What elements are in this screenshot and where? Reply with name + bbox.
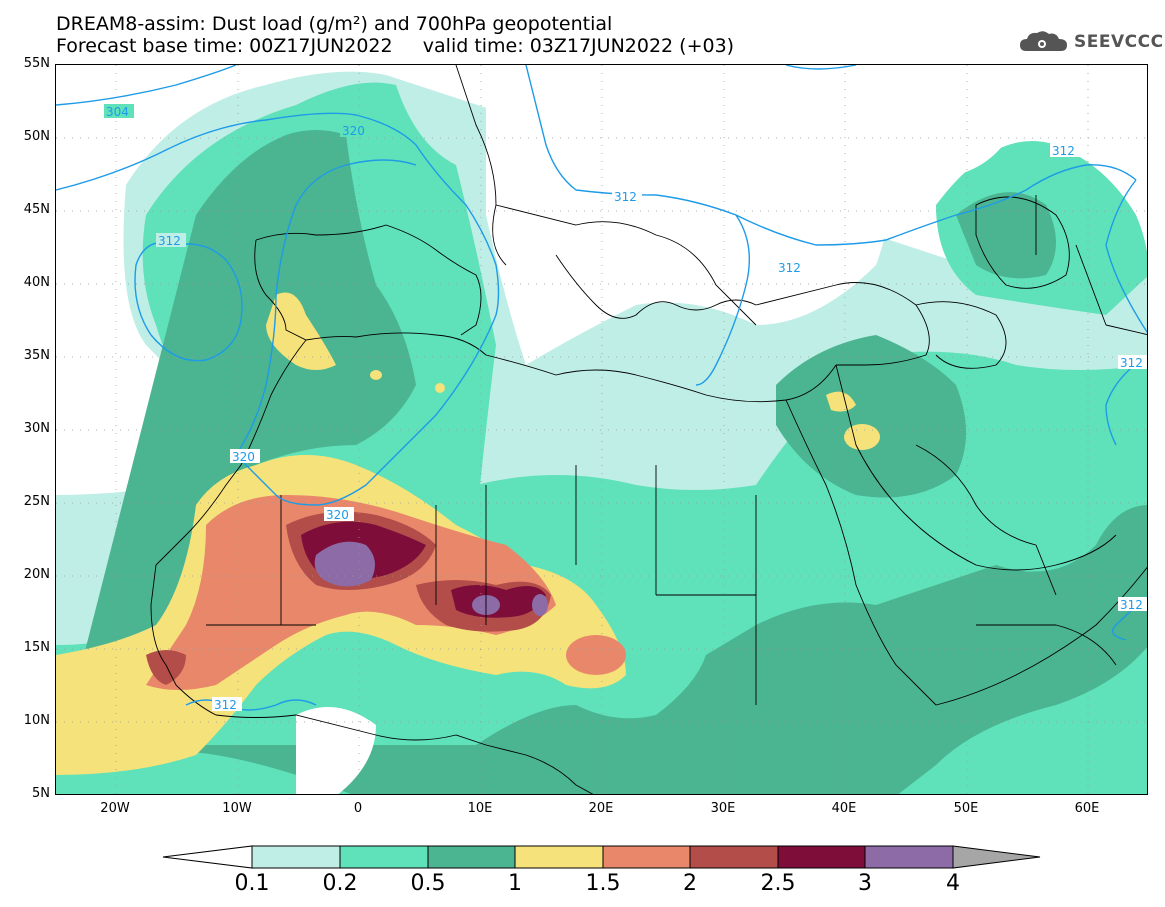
lon-label-50e: 50E [953, 801, 979, 816]
contour-label: 312 [1120, 598, 1143, 612]
lon-label-20w: 20W [100, 801, 130, 816]
colorbar-segment [339, 845, 429, 869]
lat-label-45n: 45N [23, 202, 50, 217]
map-title: DREAM8-assim: Dust load (g/m²) and 700hP… [56, 13, 613, 35]
coastline-layer [150, 65, 1147, 794]
colorbar-label: 0.5 [410, 871, 446, 896]
contour-label: 320 [326, 508, 349, 522]
lon-label-10e: 10E [467, 801, 493, 816]
cloud-gear-icon [1020, 31, 1067, 51]
contour-label: 312 [1120, 356, 1143, 370]
contour-label: 320 [342, 124, 365, 138]
contour-label: 304 [106, 105, 129, 119]
lat-label-25n: 25N [23, 494, 50, 509]
colorbar-lower-arrow [162, 845, 253, 869]
colorbar-label: 2 [683, 871, 697, 896]
map-subtitle: Forecast base time: 00Z17JUN2022 valid t… [56, 35, 735, 57]
contour-label: 312 [214, 698, 237, 712]
lat-label-40n: 40N [23, 275, 50, 290]
lon-label-10w: 10W [222, 801, 252, 816]
colorbar-label: 3 [858, 871, 872, 896]
colorbar-segment [864, 845, 954, 869]
lat-label-5n: 5N [32, 786, 50, 801]
contour-label: 312 [778, 261, 801, 275]
lon-label-60e: 60E [1074, 801, 1100, 816]
lat-label-35n: 35N [23, 348, 50, 363]
lat-label-50n: 50N [23, 129, 50, 144]
colorbar-segment [602, 845, 691, 869]
lat-label-30n: 30N [23, 421, 50, 436]
contour-labels-layer: 304 320 312 312 312 320 320 312 312 312 … [104, 104, 1147, 712]
colorbar-label: 1 [508, 871, 522, 896]
lat-label-20n: 20N [23, 567, 50, 582]
map-panel: 304 320 312 312 312 320 320 312 312 312 … [55, 64, 1148, 795]
colorbar-segment [427, 845, 516, 869]
colorbar-label: 1.5 [585, 871, 621, 896]
colorbar-label: 0.1 [234, 871, 270, 896]
colorbar-upper-arrow [952, 845, 1041, 869]
lat-label-15n: 15N [23, 640, 50, 655]
colorbar-label: 0.2 [322, 871, 358, 896]
contour-label: 312 [614, 190, 637, 204]
contour-label: 312 [158, 234, 181, 248]
colorbar-segment [251, 845, 341, 869]
seevccc-logo: SEEVCCC [1018, 28, 1164, 56]
contour-label: 312 [1052, 144, 1075, 158]
lon-label-20e: 20E [588, 801, 614, 816]
contour-label: 320 [232, 450, 255, 464]
colorbar-segment [514, 845, 604, 869]
lon-label-0: 0 [353, 801, 363, 816]
colorbar-segment [777, 845, 866, 869]
lon-label-30e: 30E [710, 801, 736, 816]
dust-load-map: 304 320 312 312 312 320 320 312 312 312 … [56, 65, 1147, 794]
dust-field-layer [56, 65, 1147, 794]
geopotential-layer [56, 65, 1147, 711]
lon-label-40e: 40E [831, 801, 857, 816]
colorbar-label: 2.5 [760, 871, 796, 896]
lat-label-10n: 10N [23, 713, 50, 728]
colorbar-segment [689, 845, 779, 869]
colorbar-label: 4 [946, 871, 960, 896]
logo-text: SEEVCCC [1074, 32, 1164, 52]
lat-label-55n: 55N [23, 56, 50, 71]
